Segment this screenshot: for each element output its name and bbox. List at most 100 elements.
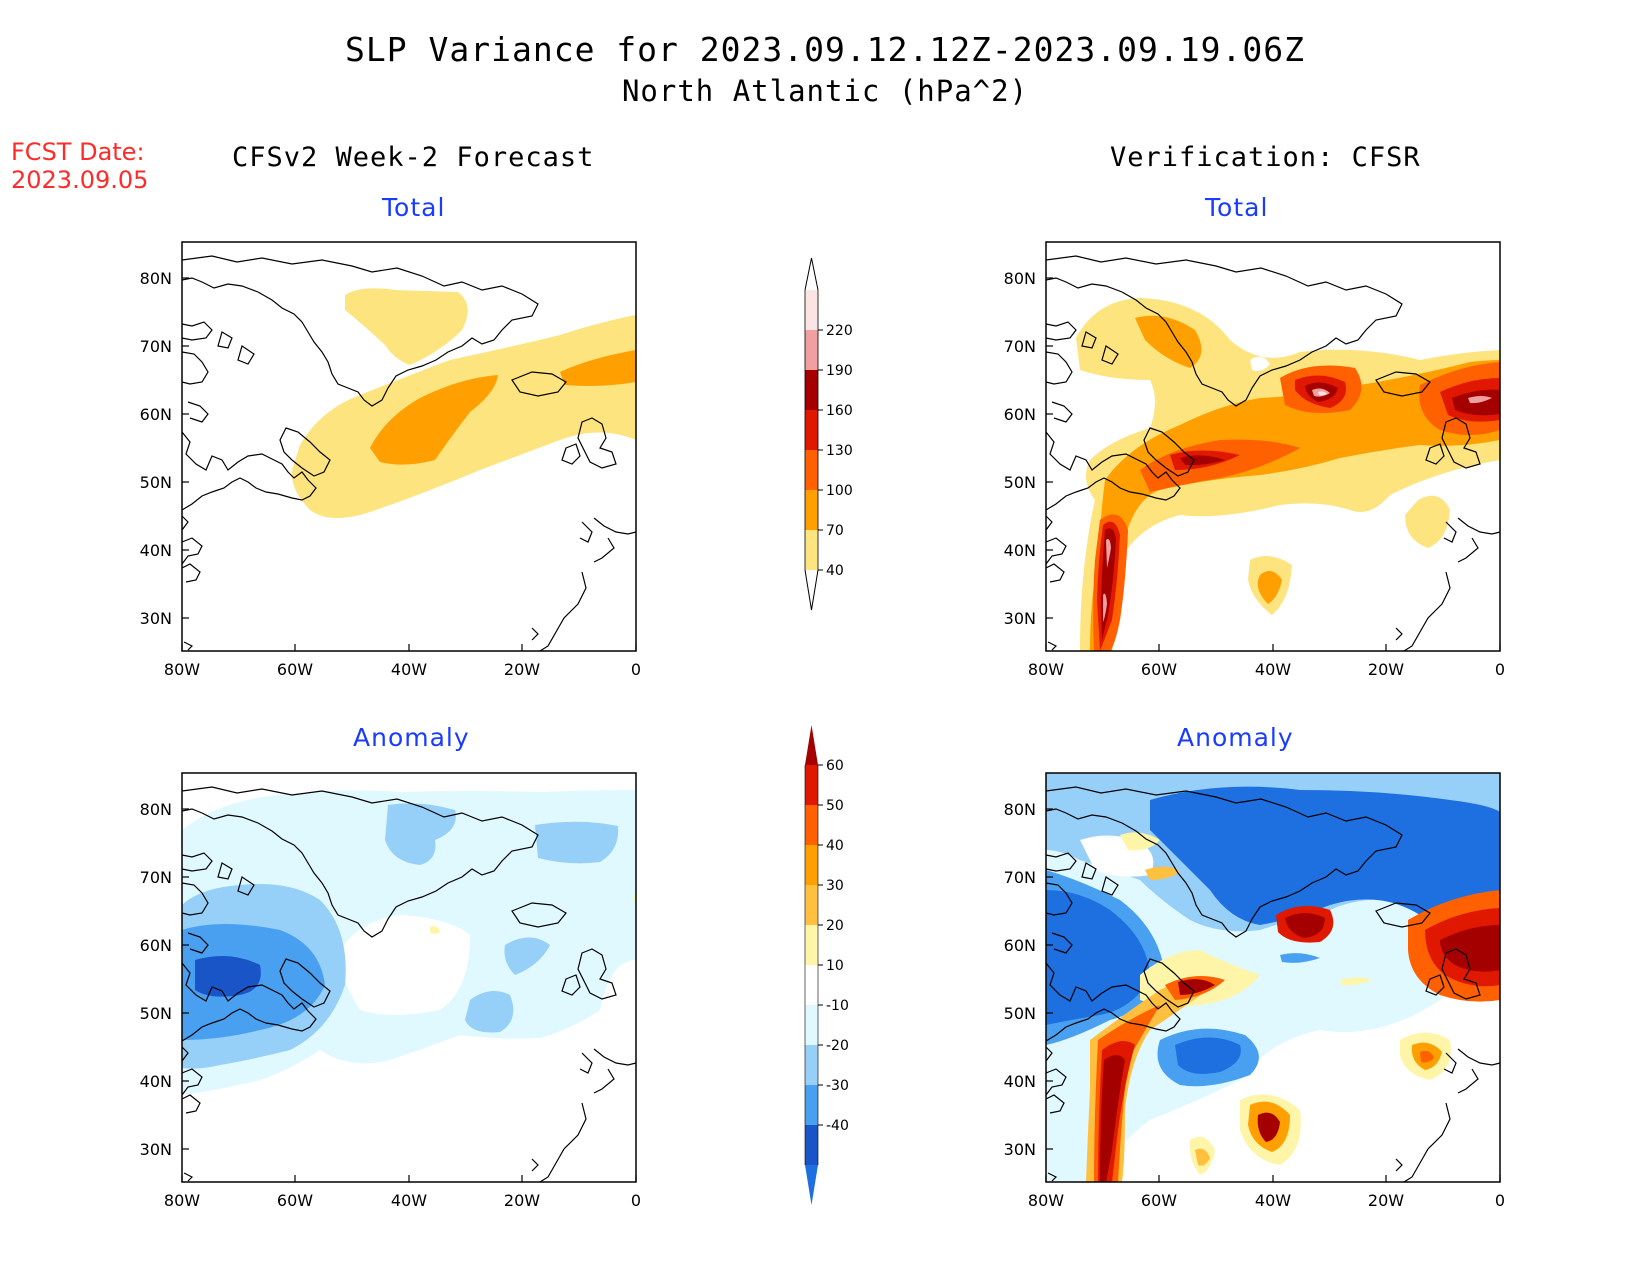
anomaly-colorbar-segment — [805, 925, 818, 965]
total-colorbar-segment — [805, 490, 818, 530]
total-colorbar-top-arrow — [804, 257, 819, 291]
forecast-anomaly-lat-label: 60N — [140, 936, 172, 955]
anomaly-colorbar-segment — [805, 845, 818, 885]
total-colorbar-segment — [805, 450, 818, 490]
main-subtitle: North Atlantic (hPa^2) — [621, 74, 1029, 108]
verification-anomaly-lat-label: 30N — [1004, 1140, 1036, 1159]
forecast-total-map — [181, 241, 637, 652]
verification-total-subtitle: Total — [1205, 193, 1269, 222]
forecast-total-lon-label: 20W — [504, 660, 540, 679]
anomaly-colorbar-label: -40 — [826, 1118, 849, 1134]
anomaly-colorbar-segment — [805, 965, 818, 1005]
verification-total-lon-label: 0 — [1495, 660, 1505, 679]
forecast-anomaly-lat-label: 40N — [140, 1072, 172, 1091]
forecast-anomaly-lon-label: 40W — [391, 1191, 427, 1210]
forecast-anomaly-lat-label: 30N — [140, 1140, 172, 1159]
anomaly-colorbar-label: 20 — [826, 918, 844, 934]
anomaly-colorbar: -40 -30 -20 -10 10 20 30 40 50 60 — [804, 725, 849, 1205]
anomaly-colorbar-segment — [805, 1085, 818, 1125]
forecast-anomaly-lon-label: 20W — [504, 1191, 540, 1210]
verification-anomaly-lat-label: 60N — [1004, 936, 1036, 955]
anomaly-colorbar-segment — [805, 885, 818, 925]
forecast-column-title: CFSv2 Week-2 Forecast — [232, 142, 595, 173]
forecast-total-lat-label: 30N — [140, 609, 172, 628]
map-axes: 80N 70N 60N 50N 40N 30N 80W 60W 40W 20W 0 80N 70N 60N… — [140, 269, 1505, 1210]
fcst-date-label: FCST Date: — [11, 138, 145, 166]
verification-total-lon-label: 20W — [1368, 660, 1404, 679]
forecast-anomaly-subtitle: Anomaly — [353, 723, 470, 752]
verification-anomaly-map — [1045, 772, 1501, 1183]
forecast-anomaly-lat-label: 50N — [140, 1004, 172, 1023]
anomaly-colorbar-label: 60 — [826, 758, 844, 774]
forecast-total-lon-label: 80W — [164, 660, 200, 679]
forecast-anomaly-lat-label: 80N — [140, 800, 172, 819]
forecast-total-lat-label: 70N — [140, 337, 172, 356]
verification-total-lat-label: 60N — [1004, 405, 1036, 424]
anomaly-colorbar-segment — [805, 1045, 818, 1085]
forecast-anomaly-map — [181, 772, 637, 1183]
verification-anomaly-lon-label: 80W — [1028, 1191, 1064, 1210]
anomaly-colorbar-label: 30 — [826, 878, 844, 894]
total-colorbar-label: 100 — [826, 483, 853, 499]
total-colorbar-label: 40 — [826, 563, 844, 579]
anomaly-colorbar-segment — [805, 1005, 818, 1045]
forecast-total-lat-label: 50N — [140, 473, 172, 492]
total-colorbar-segment — [805, 290, 818, 330]
verification-total-lon-label: 60W — [1141, 660, 1177, 679]
verification-total-lat-label: 40N — [1004, 541, 1036, 560]
forecast-total-lon-label: 60W — [277, 660, 313, 679]
total-colorbar-label: 70 — [826, 523, 844, 539]
anomaly-colorbar-segment — [805, 805, 818, 845]
total-colorbar: 40 70 100 130 160 190 220 — [804, 257, 853, 611]
anomaly-colorbar-label: -30 — [826, 1078, 849, 1094]
anomaly-colorbar-label: 10 — [826, 958, 844, 974]
forecast-total-lon-label: 0 — [631, 660, 641, 679]
verification-total-lat-label: 80N — [1004, 269, 1036, 288]
verification-anomaly-lat-label: 40N — [1004, 1072, 1036, 1091]
fcst-date-value: 2023.09.05 — [11, 166, 149, 194]
anomaly-colorbar-label: 50 — [826, 798, 844, 814]
verification-column-title: Verification: CFSR — [1110, 142, 1421, 173]
forecast-total-lat-label: 60N — [140, 405, 172, 424]
forecast-total-subtitle: Total — [382, 193, 446, 222]
verification-anomaly-lon-label: 20W — [1368, 1191, 1404, 1210]
verification-total-lon-label: 80W — [1028, 660, 1064, 679]
anomaly-colorbar-label: 40 — [826, 838, 844, 854]
anomaly-colorbar-top-arrow — [805, 725, 818, 765]
total-colorbar-segment — [805, 410, 818, 450]
verification-anomaly-lat-label: 80N — [1004, 800, 1036, 819]
verification-total-lon-label: 40W — [1255, 660, 1291, 679]
total-colorbar-label: 190 — [826, 363, 853, 379]
forecast-total-lat-label: 40N — [140, 541, 172, 560]
forecast-total-lat-label: 80N — [140, 269, 172, 288]
verification-anomaly-subtitle: Anomaly — [1177, 723, 1294, 752]
total-colorbar-label: 220 — [826, 323, 853, 339]
total-colorbar-segment — [805, 370, 818, 410]
verification-total-lat-label: 50N — [1004, 473, 1036, 492]
anomaly-colorbar-segment — [805, 1125, 818, 1165]
main-title: SLP Variance for 2023.09.12.12Z-2023.09.… — [345, 30, 1305, 69]
verification-anomaly-lat-label: 50N — [1004, 1004, 1036, 1023]
forecast-anomaly-lat-label: 70N — [140, 868, 172, 887]
forecast-anomaly-lon-label: 0 — [631, 1191, 641, 1210]
verification-total-lat-label: 70N — [1004, 337, 1036, 356]
verification-total-map — [1045, 241, 1501, 652]
total-colorbar-segment — [805, 530, 818, 570]
anomaly-colorbar-label: -20 — [826, 1038, 849, 1054]
anomaly-colorbar-segment — [805, 765, 818, 805]
verification-anomaly-lon-label: 0 — [1495, 1191, 1505, 1210]
forecast-anomaly-lon-label: 80W — [164, 1191, 200, 1210]
forecast-anomaly-lon-label: 60W — [277, 1191, 313, 1210]
verification-total-lat-label: 30N — [1004, 609, 1036, 628]
forecast-total-lon-label: 40W — [391, 660, 427, 679]
anomaly-colorbar-bottom-arrow — [805, 1165, 818, 1205]
verification-anomaly-lat-label: 70N — [1004, 868, 1036, 887]
total-colorbar-segment — [805, 330, 818, 370]
total-colorbar-label: 160 — [826, 403, 853, 419]
verification-anomaly-lon-label: 60W — [1141, 1191, 1177, 1210]
fcst-date: FCST Date: 2023.09.05 — [11, 138, 148, 194]
total-colorbar-bottom-arrow — [804, 569, 819, 611]
total-colorbar-label: 130 — [826, 443, 853, 459]
verification-anomaly-lon-label: 40W — [1255, 1191, 1291, 1210]
